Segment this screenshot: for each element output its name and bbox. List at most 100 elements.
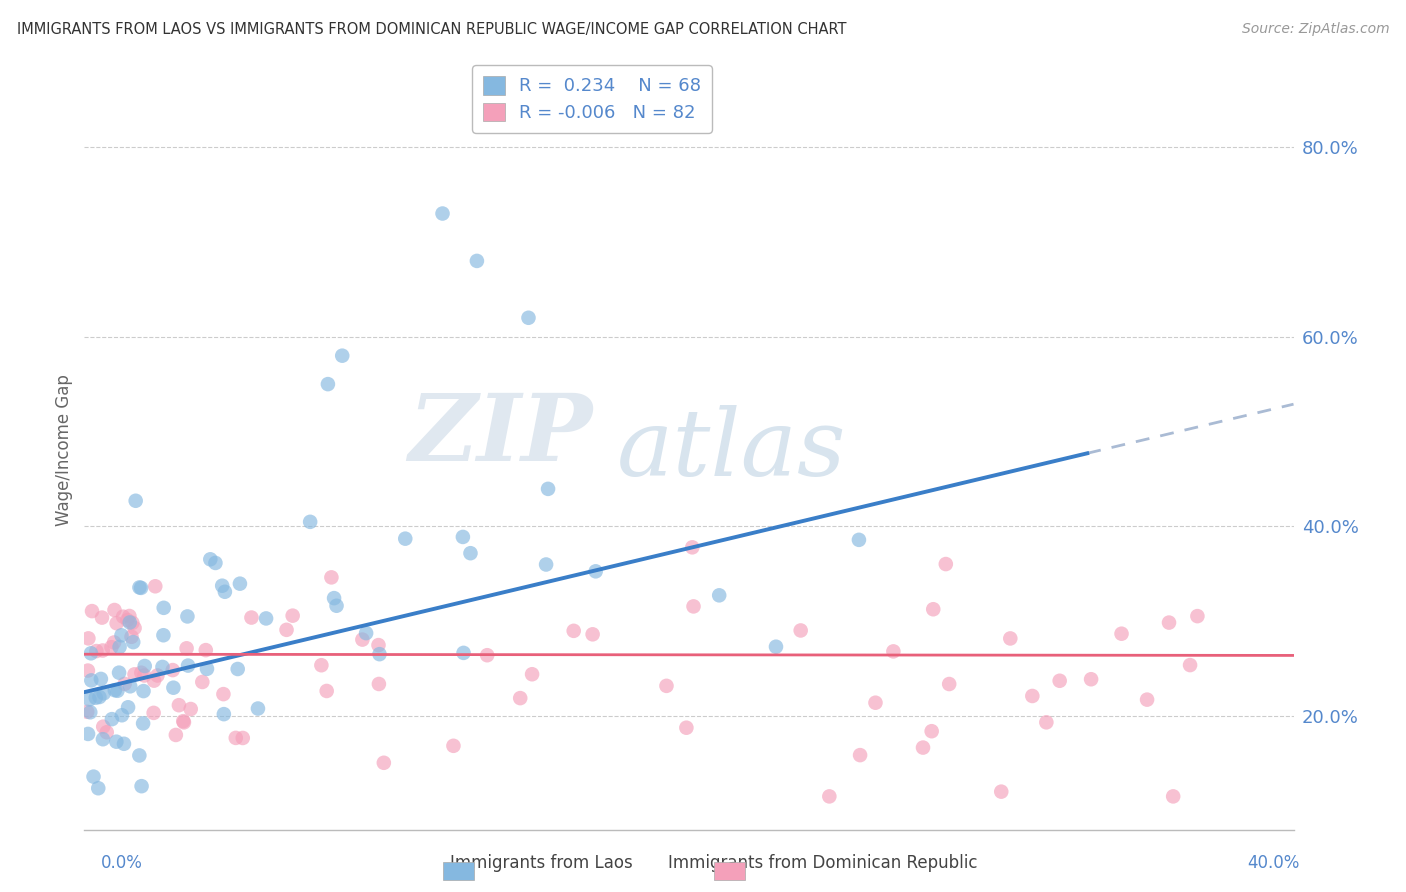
Point [212, 687, 235, 701]
Point [112, 737, 135, 751]
Point [131, 779, 153, 793]
Point [200, 552, 222, 566]
Point [1161, 789, 1184, 804]
Legend: R =  0.234    N = 68, R = -0.006   N = 82: R = 0.234 N = 68, R = -0.006 N = 82 [472, 65, 711, 133]
Text: Source: ZipAtlas.com: Source: ZipAtlas.com [1241, 22, 1389, 37]
Point [1000, 632, 1022, 646]
Point [453, 646, 475, 660]
Point [211, 579, 233, 593]
Point [87, 781, 110, 796]
Point [1178, 658, 1201, 673]
Point [316, 377, 339, 392]
Text: 40.0%: 40.0% [1247, 855, 1299, 872]
Point [681, 541, 703, 555]
Point [191, 675, 214, 690]
Point [195, 662, 218, 676]
Point [167, 698, 190, 713]
Point [76, 705, 98, 719]
Point [124, 667, 146, 681]
Point [118, 609, 141, 624]
Text: Immigrants from Laos: Immigrants from Laos [450, 855, 633, 872]
Point [77, 664, 100, 678]
Point [394, 532, 416, 546]
Point [460, 546, 482, 560]
Point [107, 683, 129, 698]
Point [765, 640, 787, 654]
Point [117, 700, 139, 714]
Point [299, 515, 322, 529]
Point [1187, 609, 1209, 624]
Point [105, 734, 128, 748]
Point [865, 696, 887, 710]
Point [152, 660, 174, 674]
Point [562, 624, 585, 638]
Point [246, 701, 269, 715]
Y-axis label: Wage/Income Gap: Wage/Income Gap [55, 375, 73, 526]
Point [165, 728, 187, 742]
Point [146, 668, 169, 682]
Point [103, 635, 125, 649]
Point [124, 621, 146, 635]
Point [655, 679, 678, 693]
Point [143, 579, 166, 593]
Point [325, 599, 347, 613]
Point [432, 206, 454, 220]
Point [204, 556, 226, 570]
Point [367, 638, 389, 652]
Point [91, 732, 114, 747]
Text: ZIP: ZIP [408, 391, 592, 480]
Point [225, 731, 247, 745]
Point [254, 611, 277, 625]
Point [121, 615, 143, 630]
Point [162, 663, 184, 677]
Point [1157, 615, 1180, 630]
Point [172, 714, 194, 728]
Point [682, 599, 704, 614]
Point [938, 677, 960, 691]
Point [882, 644, 904, 658]
Point [121, 630, 143, 644]
Point [128, 581, 150, 595]
Text: Immigrants from Dominican Republic: Immigrants from Dominican Republic [668, 855, 977, 872]
Point [125, 493, 148, 508]
Point [91, 643, 114, 657]
Point [80, 673, 103, 688]
Point [911, 740, 934, 755]
Point [509, 691, 531, 706]
Point [108, 665, 131, 680]
Point [443, 739, 465, 753]
Point [477, 648, 499, 663]
Point [110, 628, 132, 642]
Point [91, 720, 114, 734]
Point [111, 708, 134, 723]
Point [104, 683, 127, 698]
Point [276, 623, 298, 637]
Point [534, 558, 557, 572]
Point [585, 565, 607, 579]
Point [1049, 673, 1071, 688]
Point [1035, 715, 1057, 730]
Point [117, 613, 139, 627]
Point [520, 667, 543, 681]
Point [1111, 626, 1133, 640]
Point [537, 482, 560, 496]
Point [132, 684, 155, 698]
Point [112, 609, 135, 624]
Point [96, 725, 118, 739]
Point [581, 627, 603, 641]
Point [935, 557, 957, 571]
Point [451, 530, 474, 544]
Point [789, 624, 811, 638]
Point [323, 591, 346, 606]
Point [229, 576, 252, 591]
Point [84, 690, 107, 705]
Point [177, 658, 200, 673]
Point [152, 628, 174, 642]
Point [122, 635, 145, 649]
Point [922, 602, 945, 616]
Point [330, 349, 353, 363]
Point [709, 588, 731, 602]
Point [100, 640, 122, 655]
Point [921, 724, 943, 739]
Point [818, 789, 841, 804]
